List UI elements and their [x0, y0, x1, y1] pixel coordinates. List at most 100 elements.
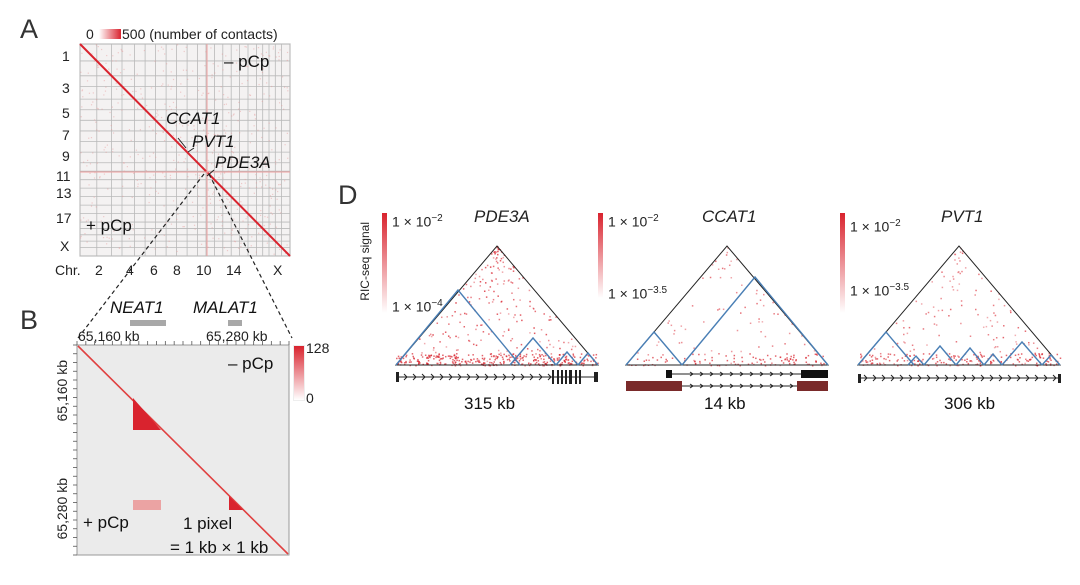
contact-pixel [756, 289, 758, 292]
contact-pixel [516, 320, 518, 323]
contact-pixel [741, 356, 743, 359]
contact-pixel [262, 68, 264, 70]
contact-pixel [876, 363, 879, 365]
contact-pixel [975, 289, 977, 292]
contact-pixel [758, 358, 761, 361]
contact-pixel [508, 358, 510, 361]
contact-pixel [254, 118, 257, 120]
contact-pixel [1031, 356, 1034, 359]
contact-pixel [533, 356, 535, 358]
contact-pixel [914, 363, 916, 365]
contact-pixel [933, 323, 936, 325]
contact-pixel [509, 360, 511, 362]
contact-pixel [458, 359, 460, 362]
contact-pixel [755, 292, 758, 295]
contact-pixel [1020, 353, 1023, 355]
contact-pixel [1002, 336, 1005, 339]
contact-pixel [1059, 357, 1062, 359]
contact-pixel [523, 355, 525, 357]
contact-pixel [556, 357, 559, 360]
contact-pixel [270, 212, 272, 214]
strand-chevron [953, 374, 958, 382]
contact-pixel [730, 276, 733, 279]
contact-pixel [246, 216, 248, 218]
panel-a-gene-pvt1: PVT1 [192, 132, 235, 151]
panel-a-gene-pde3a: PDE3A [215, 153, 271, 172]
contact-pixel [456, 357, 458, 359]
contact-pixel [486, 360, 489, 363]
contact-pixel [176, 218, 178, 221]
contact-pixel [96, 66, 98, 68]
contact-pixel [903, 341, 905, 343]
contact-pixel [1038, 355, 1041, 358]
contact-pixel [193, 224, 196, 226]
contact-pixel [231, 155, 233, 158]
contact-pixel [866, 361, 869, 363]
contact-pixel [444, 355, 447, 358]
contact-pixel [932, 306, 935, 308]
contact-pixel [162, 172, 164, 174]
panel-a-scale-max: 500 (number of contacts) [122, 26, 278, 42]
contact-pixel [208, 195, 210, 197]
contact-pixel [467, 333, 469, 336]
contact-pixel [163, 234, 165, 236]
contact-pixel [660, 356, 662, 359]
contact-pixel [495, 260, 498, 263]
contact-pixel [104, 146, 106, 148]
contact-pixel [86, 241, 88, 243]
contact-pixel [704, 359, 706, 361]
contact-pixel [869, 354, 871, 356]
contact-pixel [481, 268, 483, 271]
contact-pixel [1009, 356, 1012, 359]
panel-a-ytick: 7 [62, 127, 70, 143]
contact-pixel [874, 356, 877, 359]
contact-pixel [786, 353, 788, 355]
contact-pixel [426, 363, 428, 365]
contact-pixel [744, 306, 746, 309]
contact-pixel [814, 353, 817, 356]
contact-pixel [502, 335, 504, 337]
contact-pixel [168, 240, 170, 242]
contact-pixel [286, 87, 288, 89]
contact-pixel [209, 181, 211, 183]
contact-pixel [89, 172, 91, 174]
contact-pixel [506, 358, 509, 361]
contact-pixel [164, 53, 166, 55]
contact-pixel [761, 321, 764, 323]
contact-pixel [941, 286, 944, 289]
contact-pixel [246, 79, 249, 82]
contact-pixel [475, 273, 477, 276]
contact-pixel [495, 278, 497, 280]
contact-pixel [514, 359, 516, 362]
contact-pixel [507, 329, 510, 331]
contact-pixel [115, 82, 117, 84]
contact-pixel [97, 66, 100, 68]
contact-pixel [169, 174, 172, 177]
contact-pixel [570, 338, 573, 341]
contact-pixel [176, 250, 178, 253]
strand-chevron [439, 373, 444, 381]
contact-pixel [266, 242, 268, 244]
contact-pixel [643, 360, 646, 362]
contact-pixel [500, 257, 503, 260]
contact-pixel [484, 364, 486, 367]
contact-pixel [107, 224, 109, 226]
contact-pixel [87, 159, 89, 162]
contact-pixel [483, 362, 485, 364]
contact-pixel [218, 90, 220, 92]
contact-pixel [440, 316, 443, 319]
contact-pixel [86, 165, 88, 167]
contact-pixel [475, 360, 477, 363]
contact-pixel [211, 152, 214, 154]
contact-pixel [595, 353, 598, 356]
contact-pixel [960, 304, 963, 307]
contact-pixel [719, 276, 722, 279]
contact-pixel [958, 283, 961, 285]
contact-pixel [553, 359, 556, 362]
contact-pixel [467, 296, 469, 299]
contact-pixel [525, 353, 528, 356]
contact-pixel [221, 220, 224, 222]
contact-pixel [170, 108, 172, 110]
panel-b-neat1-bar [130, 320, 166, 326]
